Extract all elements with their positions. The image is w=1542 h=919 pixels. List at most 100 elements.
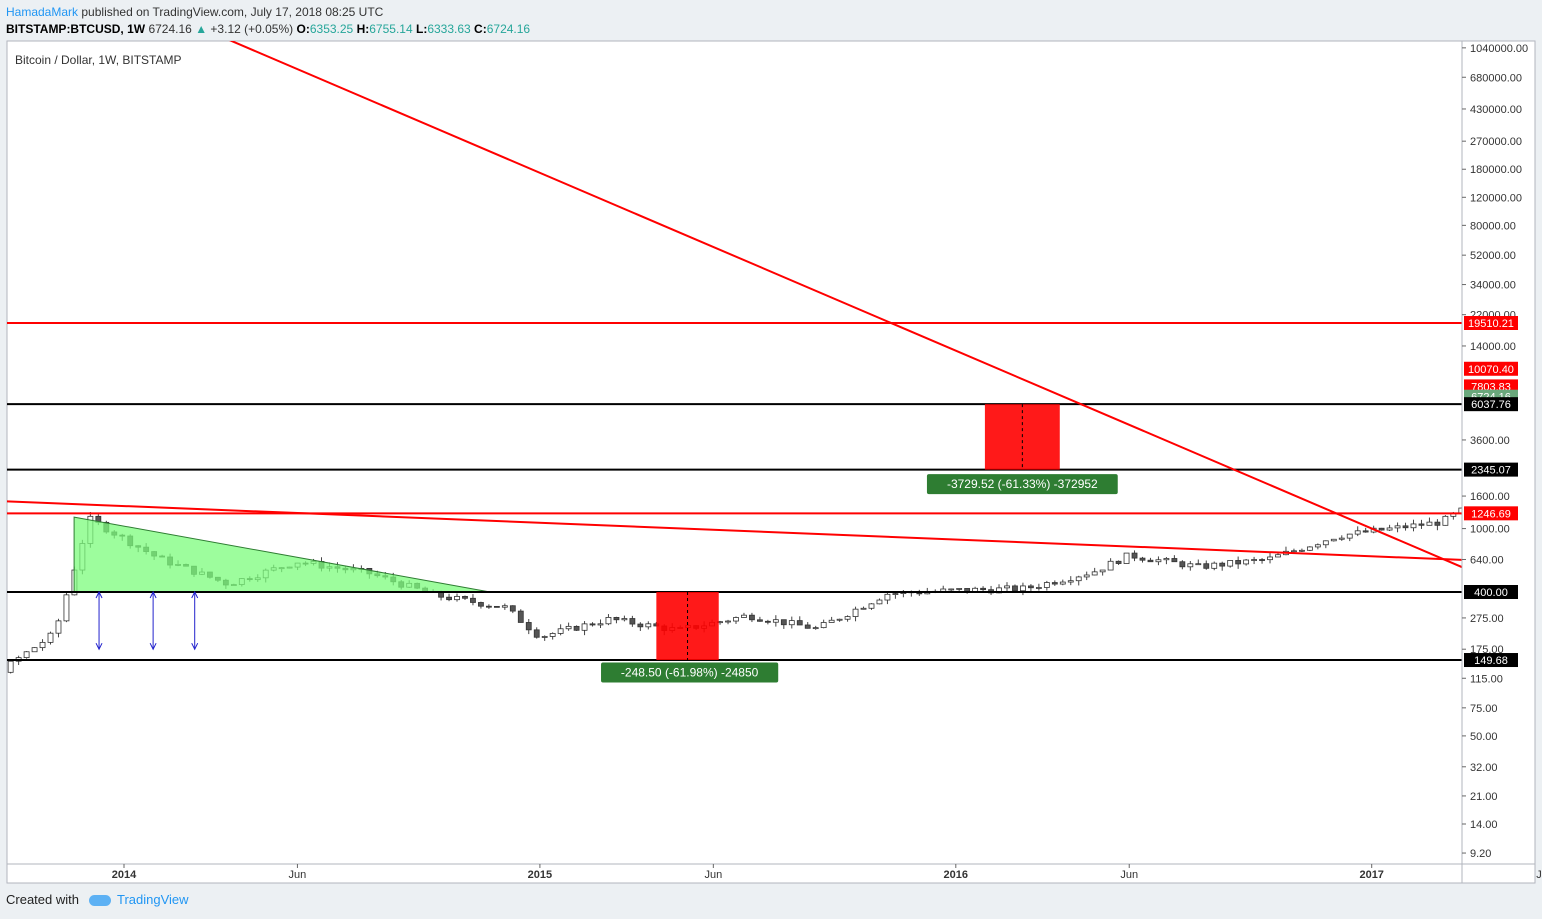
candle-down — [764, 620, 771, 623]
price-axis-label: 1040000.00 — [1470, 43, 1528, 55]
candle-up — [31, 647, 38, 653]
publish-line: HamadaMark published on TradingView.com,… — [6, 4, 530, 21]
candle-down — [533, 629, 540, 638]
ohlc-line: BITSTAMP:BTCUSD, 1W 6724.16 ▲ +3.12 (+0.… — [6, 21, 530, 38]
candle-up — [645, 623, 652, 628]
price-axis-label: 180000.00 — [1470, 164, 1522, 176]
candle-up — [948, 588, 955, 591]
candle-up — [788, 620, 795, 626]
candle-up — [1394, 525, 1401, 529]
candle-up — [1227, 560, 1234, 567]
candle-up — [1322, 540, 1329, 546]
author-link[interactable]: HamadaMark — [6, 5, 79, 19]
measure-annotation-text: -248.50 (-61.98%) -24850 — [621, 665, 759, 679]
price-axis-label: 3600.00 — [1470, 435, 1510, 447]
time-axis[interactable]: 2014Jun2015Jun2016Jun2017Jun2018Jun2019J… — [112, 864, 1542, 881]
candle-up — [884, 593, 891, 601]
candle-up — [1251, 559, 1257, 561]
candle-down — [749, 614, 755, 621]
candle-up — [1314, 544, 1321, 548]
candle-down — [1539, 470, 1542, 471]
price-level-tag — [1464, 653, 1518, 668]
price-axis[interactable]: 1040000.00 680000.00 430000.00 270000.00 180… — [1462, 43, 1528, 860]
candle-up — [772, 619, 779, 623]
candle-up — [541, 636, 548, 638]
price-axis-label: 21.00 — [1470, 791, 1498, 803]
high-value: 6755.14 — [369, 22, 413, 36]
candle-up — [876, 599, 883, 605]
measure-annotation-box — [601, 662, 779, 683]
candle-up — [1043, 582, 1050, 588]
candle-up — [557, 628, 564, 634]
candle-up — [1211, 562, 1218, 569]
trend-line — [229, 41, 1462, 569]
price-axis-label: 50.00 — [1470, 731, 1498, 743]
drawdown-box-2014 — [656, 592, 719, 661]
time-axis-label: Jun — [704, 869, 722, 881]
close-value: 6724.16 — [486, 22, 531, 36]
candle-down — [1235, 560, 1242, 565]
candle-up — [55, 620, 62, 634]
price-axis-label: 80000.00 — [1470, 220, 1516, 232]
candle-up — [725, 620, 731, 623]
tradingview-brand[interactable]: TradingView — [117, 892, 189, 907]
symbol-label[interactable]: BITSTAMP:BTCUSD, 1W — [6, 22, 146, 36]
candle-up — [868, 603, 875, 609]
candle-up — [23, 651, 30, 659]
low-label: L: — [415, 22, 428, 36]
candle-up — [39, 641, 46, 649]
time-axis-label: Jun — [1536, 869, 1542, 881]
candle-down — [525, 622, 532, 631]
candle-down — [462, 596, 468, 599]
candle-up — [605, 617, 612, 625]
candle-up — [940, 588, 947, 592]
candle-up — [1267, 556, 1273, 561]
candle-down — [1115, 560, 1122, 564]
candle-up — [501, 605, 508, 608]
candle-up — [565, 625, 572, 630]
arrow-head-icon — [95, 642, 103, 651]
candle-down — [1402, 525, 1409, 529]
price-axis-label: 120000.00 — [1470, 192, 1522, 204]
candle-down — [1418, 523, 1425, 526]
candle-up — [1306, 546, 1313, 551]
candle-up — [1067, 580, 1074, 583]
time-axis-label: 2017 — [1359, 869, 1383, 881]
high-label: H: — [356, 22, 370, 36]
candle-down — [1434, 521, 1441, 526]
price-level-tag — [1464, 397, 1518, 412]
price-level-tag — [1464, 462, 1518, 477]
candle-up — [812, 627, 819, 630]
candle-down — [1203, 563, 1210, 569]
candle-up — [0, 672, 5, 673]
candle-down — [796, 620, 803, 626]
price-axis-label: 275.00 — [1470, 613, 1504, 625]
arrow-head-icon — [149, 642, 157, 651]
price-axis-label: 75.00 — [1470, 703, 1498, 715]
candle-up — [1075, 576, 1082, 582]
price-axis-label: 430000.00 — [1470, 104, 1522, 116]
candle-down — [485, 605, 492, 608]
measure-annotation-box — [926, 474, 1118, 495]
candle-up — [621, 618, 628, 621]
last-price: 6724.16 — [148, 22, 192, 36]
candle-up — [7, 660, 14, 673]
price-level-value: 2345.07 — [1471, 465, 1511, 477]
candle-up — [1346, 533, 1353, 539]
price-level-labels: 19510.2110070.407803.836724.166037.76234… — [1464, 316, 1518, 668]
low-value: 6333.63 — [427, 22, 471, 36]
price-axis-label: 640.00 — [1470, 554, 1504, 566]
plot-area[interactable]: -3729.52 (-61.33%) -372952 -248.50 (-61.9… — [0, 0, 1542, 855]
candle-down — [446, 596, 452, 601]
arrow-head-icon — [95, 590, 103, 599]
price-level-tag — [1464, 585, 1518, 599]
price-level-tag — [1464, 506, 1518, 521]
candle-up — [1275, 554, 1281, 558]
price-level-tag — [1464, 316, 1518, 330]
candle-up — [892, 593, 899, 595]
price-level-value: 149.68 — [1474, 655, 1508, 667]
price-level-value: 19510.21 — [1468, 318, 1514, 330]
candle-down — [589, 623, 596, 626]
footer: Created with TradingView — [6, 892, 189, 907]
